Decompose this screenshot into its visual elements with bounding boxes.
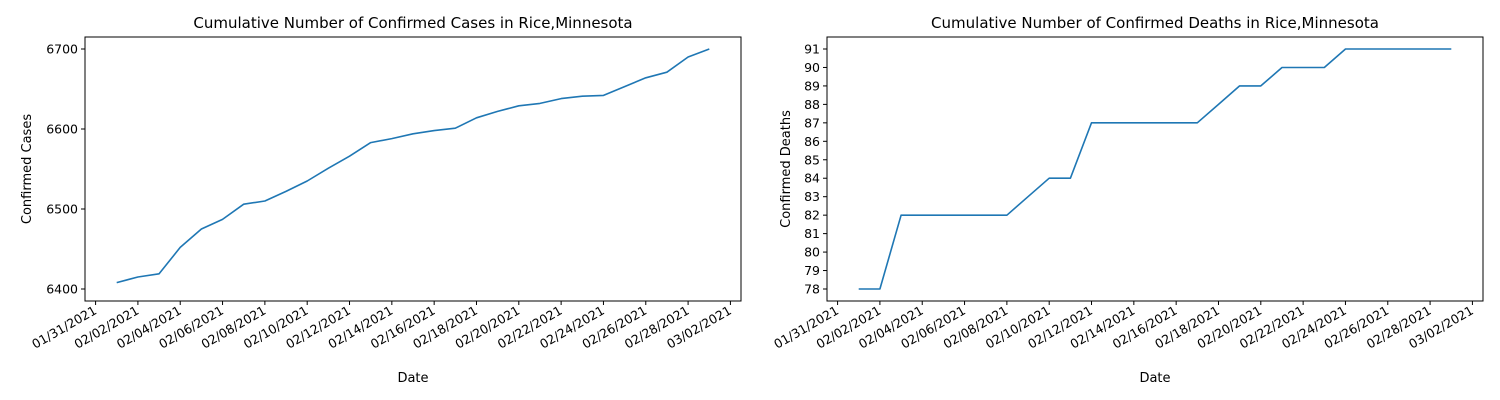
cases-y-tick-label: 6600 [46,122,78,137]
deaths-chart-panel: Cumulative Number of Confirmed Deaths in… [771,14,1484,386]
deaths-series-line [858,48,1452,290]
deaths-y-tick-label: 84 [804,171,820,186]
deaths-y-axis-label: Confirmed Deaths [779,110,794,228]
deaths-y-tick-label: 80 [804,245,820,260]
deaths-y-tick-label: 82 [804,208,820,223]
deaths-y-tick-label: 89 [804,78,820,93]
cases-y-tick-label: 6700 [46,42,78,57]
deaths-y-tick-label: 79 [804,263,820,278]
cases-chart-panel: Cumulative Number of Confirmed Cases in … [20,14,742,386]
deaths-axes-frame [826,36,1484,302]
deaths-y-tick-label: 86 [804,134,820,149]
cases-x-axis-label: Date [397,371,428,386]
deaths-y-tick-label: 91 [804,42,820,57]
cases-y-axis-label: Confirmed Cases [20,114,35,224]
deaths-y-tick-label: 81 [804,226,820,241]
deaths-y-tick-label: 78 [804,282,820,297]
cases-y-tick-label: 6400 [46,282,78,297]
deaths-y-tick-label: 87 [804,115,820,130]
cases-axes-frame [84,36,742,302]
deaths-x-axis-label: Date [1139,371,1170,386]
deaths-y-tick-label: 90 [804,60,820,75]
cases-series-line [116,48,710,284]
deaths-y-tick-label: 88 [804,97,820,112]
deaths-y-tick-label: 83 [804,189,820,204]
cases-chart-title: Cumulative Number of Confirmed Cases in … [193,14,632,32]
cases-y-tick-label: 6500 [46,202,78,217]
deaths-chart-title: Cumulative Number of Confirmed Deaths in… [931,14,1379,32]
deaths-y-tick-label: 85 [804,152,820,167]
